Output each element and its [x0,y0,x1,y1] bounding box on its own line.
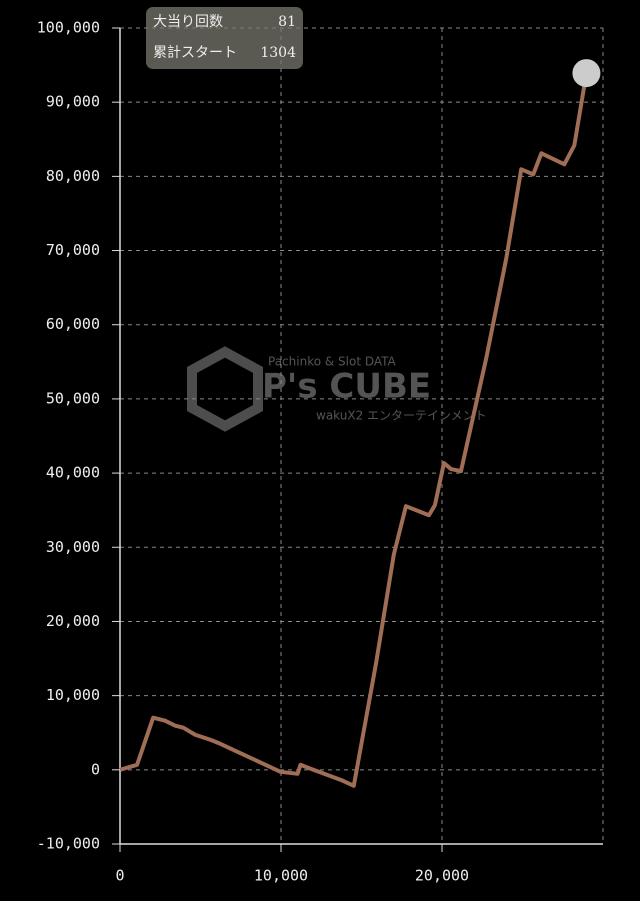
watermark-company: wakuX2 エンターテインメント [316,409,487,423]
y-tick-label: 0 [91,760,100,778]
x-tick-label: 10,000 [254,867,308,885]
y-tick-label: 10,000 [46,686,100,704]
y-tick-label: 90,000 [46,93,100,111]
x-tick-label: 0 [115,867,124,885]
y-tick-label: 80,000 [46,167,100,185]
y-tick-label: 20,000 [46,612,100,630]
x-tick-label: 20,000 [415,867,469,885]
y-tick-label: 100,000 [37,19,100,37]
y-tick-label: -10,000 [37,835,100,853]
end-marker [572,59,601,88]
watermark-brand: P's CUBE [262,367,431,407]
info-box-bg [146,7,303,69]
info-label: 大当り回数 [153,14,223,30]
y-tick-label: 60,000 [46,315,100,333]
y-tick-label: 40,000 [46,464,100,482]
info-box: 大当り回数 81 累計スタート 1304 [146,7,303,69]
y-tick-label: 70,000 [46,241,100,259]
watermark-tagline: Pachinko & Slot DATA [268,355,397,369]
info-label: 累計スタート [153,45,237,61]
y-tick-label: 30,000 [46,538,100,556]
info-value: 81 [278,14,296,30]
series-line [119,72,589,788]
watermark-logo [187,346,263,432]
y-tick-label: 50,000 [46,389,100,407]
watermark: Pachinko & Slot DATA P's CUBE wakuX2 エンタ… [187,346,487,432]
info-value: 1304 [260,45,296,61]
